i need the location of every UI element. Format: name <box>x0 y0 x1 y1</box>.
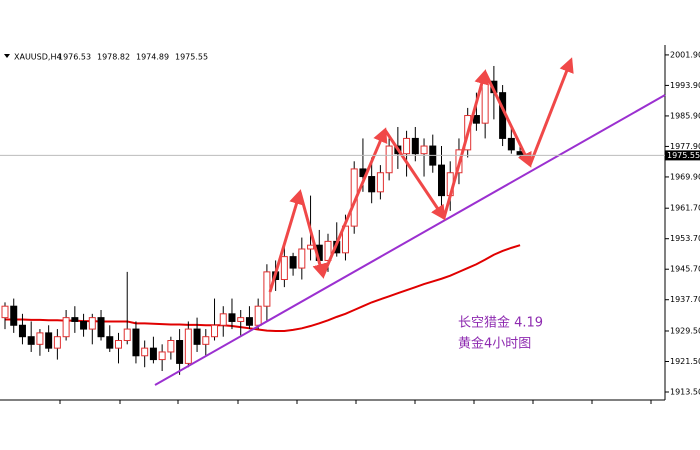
candle-body <box>53 336 61 349</box>
candle-body <box>472 115 480 124</box>
candle-body <box>245 317 253 326</box>
y-tick-label: 1985.90 <box>670 111 700 120</box>
price-label-box <box>665 150 700 161</box>
candle-body <box>368 176 376 193</box>
candle-body <box>263 271 271 307</box>
header-high: 1978.82 <box>97 53 130 62</box>
y-tick-label: 1913.50 <box>670 387 700 396</box>
candle-body <box>114 340 122 349</box>
time-ticks <box>59 400 652 404</box>
candle-body <box>18 324 26 338</box>
header-symbol: XAUUSD,H4 <box>14 53 62 62</box>
candle-body <box>106 336 114 349</box>
candle-body <box>27 336 35 345</box>
y-tick-label: 1945.70 <box>670 265 700 274</box>
header-close: 1975.55 <box>175 53 208 62</box>
candle-body <box>45 332 53 349</box>
candle-body <box>507 137 515 151</box>
y-tick-label: 1993.90 <box>670 81 700 90</box>
y-tick-label: 1921.50 <box>670 357 700 366</box>
candle-body <box>438 164 445 197</box>
candle-body <box>307 244 315 250</box>
candle-body <box>1 305 9 319</box>
candle-body <box>280 256 288 281</box>
candle-body <box>376 172 384 193</box>
candle-body <box>176 340 184 364</box>
candle-body <box>123 328 131 342</box>
trend-line <box>154 94 666 386</box>
candle-body <box>420 145 428 155</box>
y-tick-label: 1977.90 <box>670 142 700 151</box>
candle-body <box>211 324 219 338</box>
candle-body <box>62 317 70 338</box>
candle-body <box>219 313 227 326</box>
candle-body <box>158 351 166 361</box>
candle-body <box>228 313 236 322</box>
candle-body <box>298 248 306 269</box>
y-tick-label: 2001.90 <box>670 50 700 59</box>
y-tick-label: 1961.70 <box>670 204 700 213</box>
candle-body <box>254 305 262 326</box>
candle-body <box>481 80 489 124</box>
header-icon <box>4 54 10 58</box>
header-open: 1976.53 <box>58 53 91 62</box>
y-tick-label: 1937.70 <box>670 295 700 304</box>
candle-body <box>10 305 18 326</box>
candle-body <box>184 328 192 364</box>
candle-body <box>80 320 88 330</box>
y-tick-label: 1929.50 <box>670 326 700 335</box>
annotation: 长空猎金 4.19 <box>458 315 543 331</box>
candle-body <box>237 317 245 322</box>
candle-body <box>88 317 96 330</box>
candle-body <box>149 347 157 361</box>
candle-body <box>385 145 393 174</box>
arrows <box>268 57 574 293</box>
price-label: 1975.55 <box>667 151 700 160</box>
candle-body <box>202 336 210 345</box>
header-low: 1974.89 <box>136 53 169 62</box>
candle-body <box>167 340 175 353</box>
candle-body <box>289 256 297 269</box>
candle-body <box>403 137 411 155</box>
candle-body <box>97 317 105 338</box>
candle-body <box>193 328 201 345</box>
candle-body <box>411 137 419 155</box>
candle-body <box>132 328 140 357</box>
candle-body <box>36 332 44 345</box>
candle-body <box>141 347 149 357</box>
annotation: 黄金4小时图 <box>458 336 531 352</box>
y-tick-label: 1969.90 <box>670 172 700 181</box>
candle-body <box>71 317 79 322</box>
y-tick-label: 1953.70 <box>670 234 700 243</box>
